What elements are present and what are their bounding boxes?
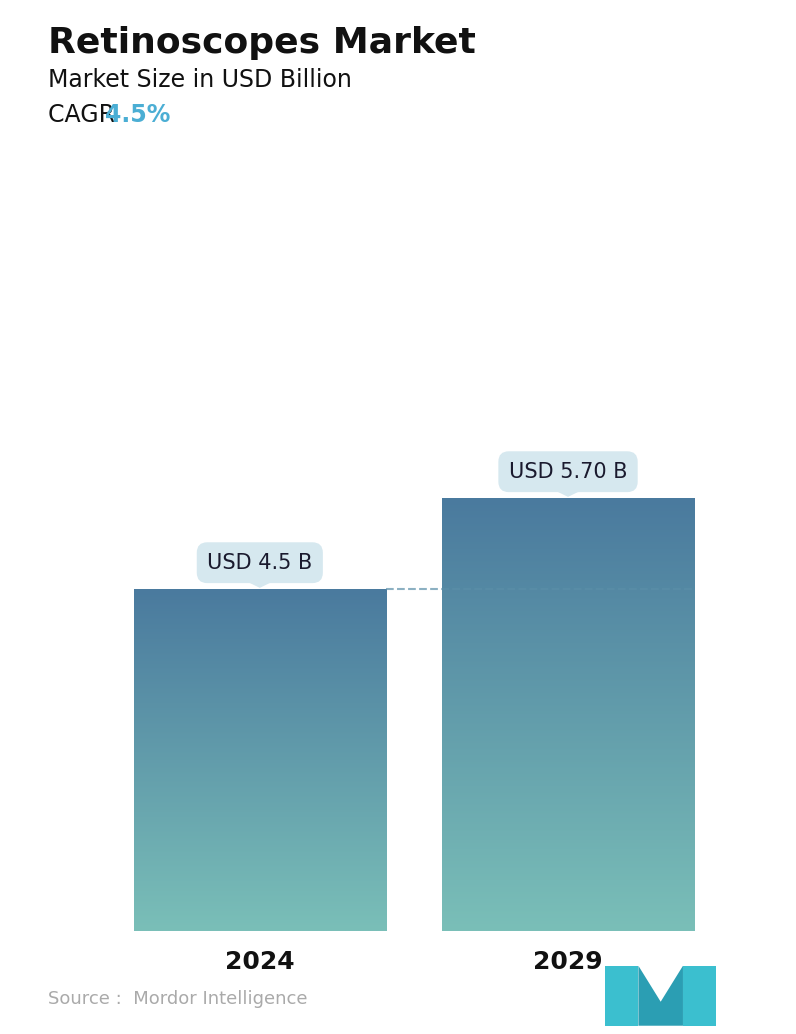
Text: Market Size in USD Billion: Market Size in USD Billion <box>48 68 352 92</box>
Text: CAGR: CAGR <box>48 103 123 127</box>
Polygon shape <box>638 966 683 1026</box>
Text: Source :  Mordor Intelligence: Source : Mordor Intelligence <box>48 991 307 1008</box>
Text: USD 4.5 B: USD 4.5 B <box>207 553 313 573</box>
Text: 4.5%: 4.5% <box>105 103 170 127</box>
Polygon shape <box>683 966 716 1026</box>
Text: Retinoscopes Market: Retinoscopes Market <box>48 26 476 60</box>
Polygon shape <box>605 966 638 1026</box>
Text: USD 5.70 B: USD 5.70 B <box>509 462 627 482</box>
Polygon shape <box>540 483 596 497</box>
Polygon shape <box>232 574 288 588</box>
